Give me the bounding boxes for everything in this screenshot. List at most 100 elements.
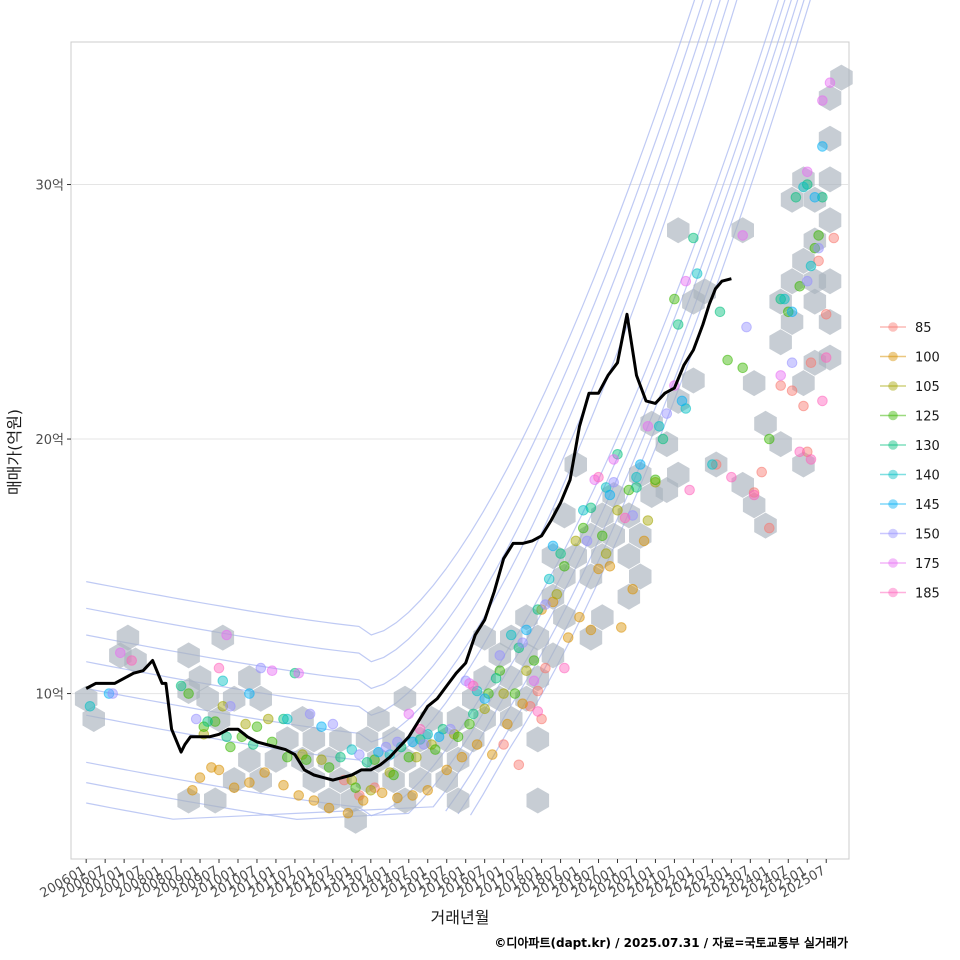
data-point-130 <box>289 667 301 679</box>
data-point-125 <box>809 242 821 254</box>
hexbin <box>302 726 326 753</box>
data-point-130 <box>202 716 213 727</box>
data-point-125 <box>813 230 824 241</box>
y-axis-ticks: 10억 20억 30억 <box>35 179 71 703</box>
data-point-100 <box>471 739 483 750</box>
hexbin <box>238 665 261 692</box>
hexbin <box>222 767 246 794</box>
median-trend-line <box>85 277 732 782</box>
hexbin <box>818 268 842 295</box>
data-point-105 <box>479 703 491 715</box>
legend-label: 100 <box>915 351 940 366</box>
contour-line-upper <box>86 0 696 636</box>
data-point-140 <box>543 573 555 585</box>
hexbin <box>515 642 538 669</box>
data-point-125 <box>430 744 441 755</box>
data-point-175 <box>403 708 415 720</box>
data-point-150 <box>354 749 365 760</box>
data-point-140 <box>805 260 817 272</box>
data-point-125 <box>350 782 361 794</box>
hexbin <box>591 502 614 529</box>
data-point-185 <box>468 680 479 692</box>
data-point-125 <box>669 293 680 305</box>
data-point-125 <box>794 281 806 292</box>
data-point-175 <box>680 275 692 287</box>
data-point-85 <box>805 357 817 369</box>
data-point-175 <box>293 667 305 679</box>
legend-key-dot <box>888 528 898 539</box>
hexbin <box>754 410 777 437</box>
data-point-185 <box>559 662 570 674</box>
data-point-185 <box>820 352 832 363</box>
data-point-100 <box>456 751 468 763</box>
hexbin <box>204 787 227 814</box>
hexbin <box>818 125 842 152</box>
data-point-125 <box>251 721 263 733</box>
hexbin <box>667 461 690 488</box>
data-point-125 <box>764 433 775 445</box>
legend-label: 85 <box>915 321 932 336</box>
hexbin <box>367 706 390 732</box>
hexbin <box>553 563 576 590</box>
data-point-175 <box>802 166 813 178</box>
data-point-100 <box>627 583 639 595</box>
data-point-85 <box>813 255 824 267</box>
data-point-175 <box>221 629 232 641</box>
hexbin <box>344 807 367 834</box>
data-point-105 <box>600 548 612 559</box>
data-point-145 <box>479 693 491 705</box>
data-point-185 <box>532 706 544 717</box>
data-point-105 <box>411 751 422 763</box>
data-point-85 <box>540 662 551 674</box>
data-point-145 <box>604 489 616 501</box>
data-point-100 <box>308 795 320 806</box>
data-point-125 <box>403 751 415 763</box>
data-point-105 <box>316 754 327 766</box>
hexbin <box>408 767 432 794</box>
hexbin <box>526 624 550 651</box>
data-point-100 <box>259 767 270 778</box>
hexbin <box>792 370 815 397</box>
data-point-105 <box>570 535 582 547</box>
data-point-185 <box>794 446 806 458</box>
data-point-145 <box>103 688 115 699</box>
hexbin <box>249 767 272 794</box>
hexbin <box>276 726 299 753</box>
data-point-125 <box>528 655 540 666</box>
data-point-185 <box>414 723 426 735</box>
hexbin <box>291 706 314 732</box>
hexbin <box>667 387 690 414</box>
data-point-185 <box>593 471 604 483</box>
data-point-185 <box>726 471 737 483</box>
data-point-130 <box>657 433 669 445</box>
hexbin <box>655 431 679 458</box>
data-point-100 <box>376 787 388 799</box>
data-point-85 <box>786 385 798 397</box>
hexbin <box>500 665 523 692</box>
data-point-185 <box>748 489 760 501</box>
data-point-145 <box>809 192 821 203</box>
data-point-125 <box>301 754 312 766</box>
legend-label: 130 <box>915 439 940 454</box>
data-point-150 <box>380 741 392 753</box>
hexbin <box>731 471 754 498</box>
data-point-100 <box>562 632 574 643</box>
data-point-175 <box>775 370 787 381</box>
hexbin <box>329 726 352 753</box>
hexbin <box>317 787 341 814</box>
data-point-105 <box>612 505 623 516</box>
data-point-175 <box>115 647 126 659</box>
data-point-125 <box>722 354 733 366</box>
data-point-130 <box>555 548 566 559</box>
data-point-100 <box>422 785 434 796</box>
data-point-140 <box>779 293 790 305</box>
data-point-85 <box>513 759 525 771</box>
data-point-145 <box>547 540 559 552</box>
data-point-145 <box>676 395 688 407</box>
data-point-100 <box>323 802 335 814</box>
contour-line-upper <box>86 0 713 690</box>
data-point-175 <box>817 95 828 106</box>
contour-line-lower <box>469 0 811 816</box>
hexbin <box>830 64 853 91</box>
